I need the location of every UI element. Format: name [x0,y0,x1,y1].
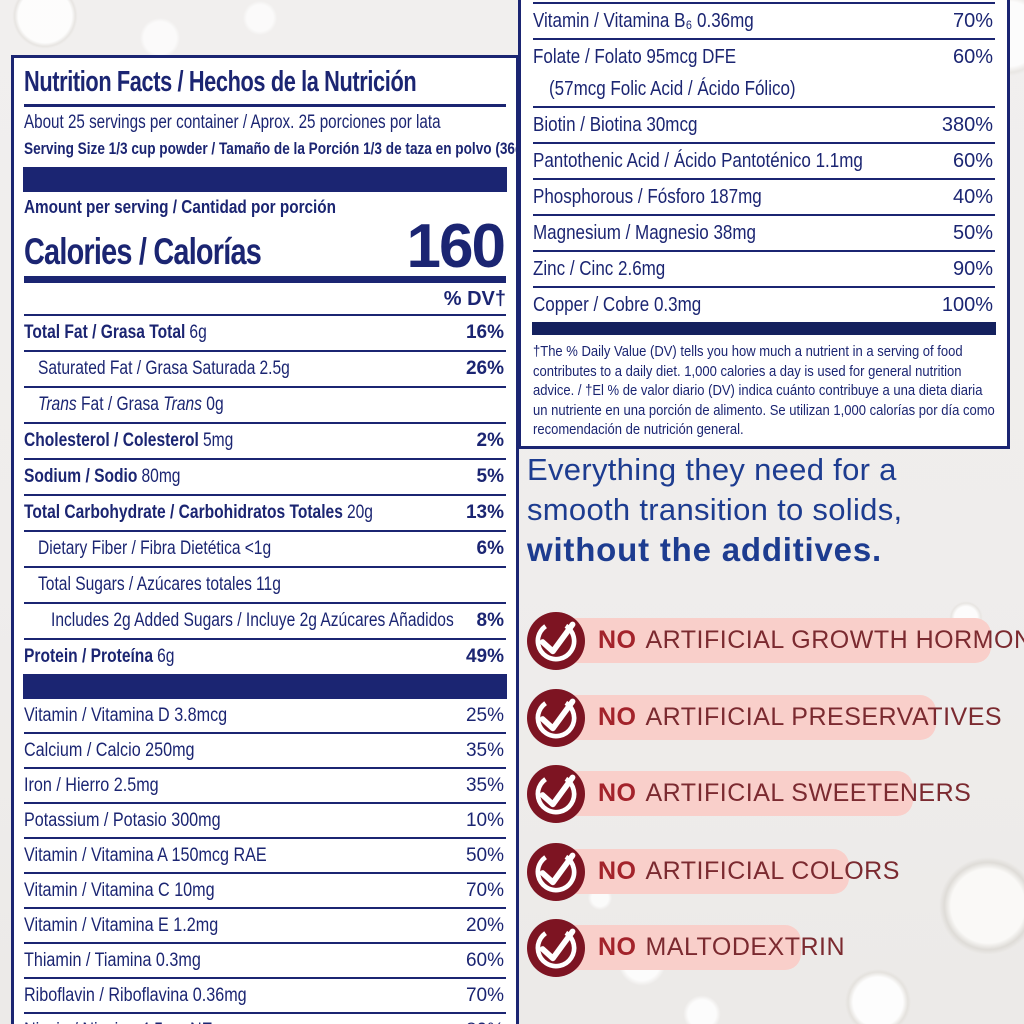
vitamin-row-potassium: Potassium / Potasio 300mg 10% [24,804,506,839]
nutrient-row-added-sugars: Includes 2g Added Sugars / Incluye 2g Az… [24,602,506,638]
folate-subnote: (57mcg Folic Acid / Ácido Fólico) [549,78,796,100]
vitamin-row-riboflavin: Riboflavin / Riboflavina 0.36mg 70% [24,979,506,1014]
vitamin-row-niacin: Niacin / Niacina 4.5mg NE 80% [24,1014,506,1024]
calories-value: 160 [406,212,506,281]
vitamin-row-e: Vitamin / Vitamina E 1.2mg 20% [24,909,506,944]
nutrient-row-sodium: Sodium / Sodio 80mg 5% [24,458,506,494]
nutrient-row-total-carbohydrate: Total Carbohydrate / Carbohidratos Total… [24,494,506,530]
calories-label: Calories / Calorías [24,231,262,272]
amount-per-serving: Amount per serving / Cantidad por porció… [24,197,336,217]
vitamin-row-a: Vitamin / Vitamina A 150mcg RAE 50% [24,839,506,874]
nutrient-row-dietary-fiber: Dietary Fiber / Fibra Dietética <1g 6% [24,530,506,566]
thick-divider-bar [23,674,507,699]
serving-size: Serving Size 1/3 cup powder / Tamaño de … [24,139,528,158]
vitamin-row-pantothenic-acid: Pantothenic Acid / Ácido Pantoténico 1.1… [533,142,995,178]
vitamin-row-thiamin: Thiamin / Tiamina 0.3mg 60% [24,944,506,979]
calories-row: Calories / Calorías 160 [24,212,506,281]
badge-pill: NO ARTIFICIAL PRESERVATIVES [546,695,1002,740]
nutrient-row-total-fat: Total Fat / Grasa Total 6g 16% [24,314,506,350]
check-circle-icon [527,919,585,977]
marketing-headline: Everything they need for a smooth transi… [527,450,1013,570]
check-circle-icon [527,689,585,747]
check-circle-icon [527,612,585,670]
headline-line-2: smooth transition to solids, [527,492,903,527]
headline-line-1: Everything they need for a [527,452,897,487]
badge-pill: NO ARTIFICIAL COLORS [546,849,899,894]
thick-divider-bar [23,167,507,192]
check-circle-icon [527,765,585,823]
daily-value-footnote: †The % Daily Value (DV) tells you how mu… [533,343,995,438]
badge-pill: NO MALTODEXTRIN [546,925,845,970]
vitamin-row-b6: Vitamin / Vitamina B₆ 0.36mg 70% [533,2,995,38]
nutrition-facts-title: Nutrition Facts / Hechos de la Nutrición [24,66,417,98]
title-divider [24,104,506,107]
badge-pill: NO ARTIFICIAL SWEETENERS [546,771,971,816]
percent-dv-header: % DV† [443,288,506,310]
vitamin-row-copper: Copper / Cobre 0.3mg 100% [533,286,995,322]
nutrition-facts-panel: Nutrition Facts / Hechos de la Nutrición… [11,55,528,1024]
vitamin-row-d: Vitamin / Vitamina D 3.8mcg 25% [24,699,506,734]
vitamin-row-magnesium: Magnesium / Magnesio 38mg 50% [533,214,995,250]
check-circle-icon [527,843,585,901]
badge-pill: NO ARTIFICIAL GROWTH HORMONES [546,618,1024,663]
vitamin-row-biotin: Biotin / Biotina 30mcg 380% [533,106,995,142]
servings-per-container: About 25 servings per container / Aprox.… [24,112,441,133]
vitamin-row-c: Vitamin / Vitamina C 10mg 70% [24,874,506,909]
nutrient-row-total-sugars: Total Sugars / Azúcares totales 11g [24,566,506,602]
nutrient-row-trans-fat: Trans Fat / Grasa Trans 0g [24,386,506,422]
headline-line-3: without the additives. [527,531,882,568]
vitamin-row-calcium: Calcium / Calcio 250mg 35% [24,734,506,769]
thick-divider-bar [532,322,996,335]
vitamin-row-iron: Iron / Hierro 2.5mg 35% [24,769,506,804]
nutrient-row-cholesterol: Cholesterol / Colesterol 5mg 2% [24,422,506,458]
vitamin-row-folate: Folate / Folato 95mcg DFE 60% [533,38,995,74]
medium-divider-bar [24,276,506,283]
nutrient-row-protein: Protein / Proteína 6g 49% [24,638,506,674]
nutrition-facts-panel-continued: Vitamin / Vitamina B₆ 0.36mg 70% Folate … [518,0,1010,449]
vitamin-row-phosphorous: Phosphorous / Fósforo 187mg 40% [533,178,995,214]
vitamin-row-zinc: Zinc / Cinc 2.6mg 90% [533,250,995,286]
nutrient-row-saturated-fat: Saturated Fat / Grasa Saturada 2.5g 26% [24,350,506,386]
